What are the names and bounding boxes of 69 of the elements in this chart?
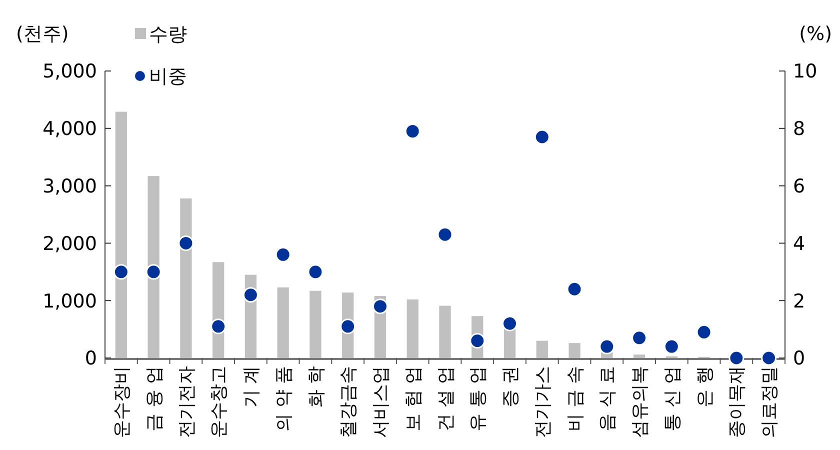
x-tick-label: 비 금 속 xyxy=(564,366,586,432)
point xyxy=(632,330,648,346)
x-tick-label: 유 통 업 xyxy=(468,366,489,432)
y-tick-label: 4,000 xyxy=(42,118,97,140)
x-tick-label: 의료정밀 xyxy=(759,366,780,438)
x-tick-label: 은 행 xyxy=(694,366,716,408)
bar xyxy=(115,112,128,358)
point xyxy=(534,129,550,145)
bar xyxy=(504,328,516,358)
y-tick-label: 3,000 xyxy=(42,175,97,198)
y2-tick-label: 4 xyxy=(793,232,806,255)
point xyxy=(308,264,324,280)
point xyxy=(437,226,453,242)
point xyxy=(664,338,680,354)
x-tick-label: 보 험 업 xyxy=(402,366,424,432)
x-tick-label: 전기전자 xyxy=(176,366,198,438)
y-tick-label: 2,000 xyxy=(42,232,97,255)
x-tick-label: 화 학 xyxy=(306,366,327,408)
bar xyxy=(633,354,646,358)
legend-label: 수량 xyxy=(149,24,187,46)
y-tick-label: 1,000 xyxy=(42,290,97,312)
point xyxy=(761,350,777,366)
x-tick-label: 전기가스 xyxy=(532,366,554,438)
y2-tick-label: 8 xyxy=(793,118,806,140)
point xyxy=(210,318,226,334)
y2-axis-title: (%) xyxy=(799,23,832,45)
x-tick-label: 종이목재 xyxy=(726,366,748,438)
point xyxy=(113,264,129,280)
y2-tick-label: 6 xyxy=(793,175,806,198)
y2-tick-label: 0 xyxy=(793,348,806,370)
point xyxy=(728,350,744,366)
y-tick-label: 0 xyxy=(84,348,97,370)
x-tick-label: 증 권 xyxy=(500,366,522,408)
y-axis-title: (천주) xyxy=(16,23,69,45)
y2-tick-label: 10 xyxy=(793,60,818,83)
point xyxy=(599,338,615,354)
bar xyxy=(406,299,418,358)
point xyxy=(502,316,518,332)
x-tick-label: 운수창고 xyxy=(208,366,230,438)
legend-label: 비중 xyxy=(149,66,187,88)
bar xyxy=(310,290,322,358)
x-tick-label: 음 식 료 xyxy=(597,366,618,432)
x-tick-label: 섬유의복 xyxy=(630,366,651,438)
x-tick-label: 서비스업 xyxy=(370,366,392,438)
x-tick-label: 철강금속 xyxy=(338,366,360,438)
x-tick-label: 통 신 업 xyxy=(662,366,683,432)
x-tick-label: 금 융 업 xyxy=(144,366,165,432)
y-tick-label: 5,000 xyxy=(42,60,97,83)
x-tick-label: 운수장비 xyxy=(111,366,132,438)
point xyxy=(470,333,486,349)
point xyxy=(146,264,162,280)
bar xyxy=(439,306,451,358)
bar xyxy=(148,176,160,358)
y2-tick-label: 2 xyxy=(793,290,806,312)
x-tick-label: 기 계 xyxy=(241,366,262,408)
point xyxy=(404,124,420,140)
x-tick-label: 건 설 업 xyxy=(435,366,456,432)
point xyxy=(242,287,258,303)
point xyxy=(275,246,291,262)
point xyxy=(372,298,388,314)
point xyxy=(566,281,582,297)
point xyxy=(178,235,194,251)
x-tick-label: 의 약 품 xyxy=(273,366,294,432)
bar xyxy=(180,198,192,358)
point xyxy=(696,324,712,340)
bar xyxy=(568,343,580,358)
point xyxy=(340,318,356,334)
bar xyxy=(536,340,548,358)
bar xyxy=(277,287,289,358)
